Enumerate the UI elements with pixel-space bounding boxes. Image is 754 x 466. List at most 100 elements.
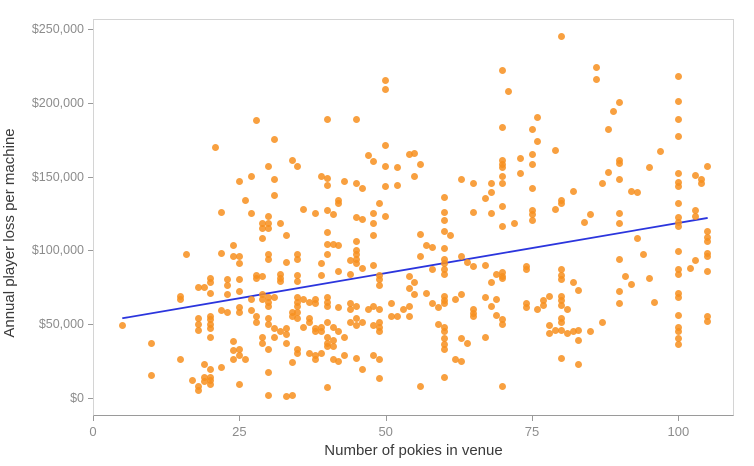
- scatter-point: [499, 66, 507, 74]
- scatter-point: [323, 333, 331, 341]
- scatter-point: [306, 319, 314, 327]
- scatter-point: [323, 181, 331, 189]
- scatter-point: [505, 87, 513, 95]
- scatter-point: [253, 319, 261, 327]
- scatter-point: [674, 115, 682, 123]
- scatter-point: [270, 136, 278, 144]
- scatter-point: [229, 347, 237, 355]
- scatter-point: [628, 280, 636, 288]
- scatter-point: [224, 282, 232, 290]
- scatter-point: [499, 274, 507, 282]
- scatter-point: [229, 338, 237, 346]
- scatter-point: [270, 176, 278, 184]
- scatter-point: [148, 372, 156, 380]
- scatter-point: [481, 261, 489, 269]
- scatter-point: [674, 270, 682, 278]
- scatter-point: [358, 319, 366, 327]
- scatter-point: [692, 212, 700, 220]
- scatter-point: [265, 255, 273, 263]
- scatter-point: [370, 351, 378, 359]
- scatter-point: [235, 304, 243, 312]
- scatter-point: [470, 180, 477, 188]
- scatter-point: [440, 373, 448, 381]
- scatter-point: [440, 270, 448, 278]
- scatter-point: [317, 323, 325, 331]
- scatter-point: [200, 373, 208, 381]
- scatter-point: [265, 220, 273, 228]
- scatter-point: [569, 279, 577, 287]
- scatter-point: [510, 220, 518, 228]
- y-tick-label: $200,000: [31, 95, 84, 110]
- scatter-point: [674, 133, 682, 141]
- scatter-point: [294, 345, 302, 353]
- scatter-point: [458, 176, 466, 184]
- scatter-point: [405, 313, 413, 321]
- scatter-point: [265, 294, 273, 302]
- scatter-point: [358, 366, 366, 374]
- scatter-point: [265, 369, 273, 377]
- scatter-point: [481, 294, 489, 302]
- scatter-point: [563, 329, 571, 337]
- scatter-point: [569, 328, 577, 336]
- scatter-point: [440, 208, 448, 216]
- scatter-point: [405, 150, 413, 158]
- scatter-point: [516, 155, 524, 163]
- scatter-point: [376, 356, 384, 364]
- scatter-point: [194, 382, 202, 390]
- scatter-point: [674, 328, 682, 336]
- scatter-point: [557, 301, 565, 309]
- scatter-point: [259, 333, 267, 341]
- scatter-point: [229, 242, 237, 250]
- scatter-point: [177, 356, 185, 364]
- scatter-point: [557, 292, 565, 300]
- scatter-point: [528, 211, 536, 219]
- scatter-point: [352, 115, 360, 123]
- scatter-point: [212, 143, 220, 151]
- scatter-point: [300, 295, 308, 303]
- scatter-point: [692, 171, 700, 179]
- scatter-point: [323, 174, 331, 182]
- scatter-point: [440, 266, 448, 274]
- scatter-point: [674, 218, 682, 226]
- scatter-point: [259, 235, 267, 243]
- scatter-point: [499, 124, 507, 132]
- scatter-point: [704, 267, 712, 275]
- scatter-point: [235, 260, 243, 268]
- scatter-point: [405, 273, 413, 281]
- scatter-point: [411, 173, 419, 181]
- scatter-point: [429, 300, 437, 308]
- scatter-point: [288, 359, 296, 367]
- scatter-point: [189, 376, 197, 384]
- scatter-point: [598, 180, 606, 188]
- scatter-point: [341, 177, 349, 185]
- scatter-point: [452, 295, 460, 303]
- scatter-point: [311, 295, 319, 303]
- scatter-point: [194, 320, 202, 328]
- scatter-point: [206, 333, 214, 341]
- scatter-point: [323, 241, 331, 248]
- scatter-point: [329, 323, 337, 331]
- scatter-point: [616, 255, 624, 263]
- scatter-point: [692, 257, 700, 265]
- scatter-point: [417, 161, 425, 169]
- scatter-point: [335, 304, 343, 312]
- scatter-point: [352, 251, 360, 259]
- y-tick-label: $250,000: [31, 22, 84, 37]
- scatter-point: [674, 266, 682, 274]
- scatter-point: [323, 342, 331, 350]
- scatter-point: [218, 249, 226, 257]
- scatter-point: [382, 162, 390, 170]
- x-tick-label: 50: [378, 424, 393, 439]
- scatter-point: [229, 252, 237, 260]
- scatter-point: [288, 156, 296, 164]
- scatter-point: [265, 314, 273, 322]
- scatter-point: [528, 125, 536, 133]
- scatter-point: [481, 333, 489, 341]
- scatter-point: [347, 305, 355, 313]
- scatter-point: [440, 300, 448, 308]
- scatter-point: [674, 72, 682, 80]
- scatter-point: [206, 381, 214, 389]
- scatter-point: [557, 297, 565, 305]
- scatter-point: [206, 274, 214, 282]
- x-axis-tick: [385, 416, 387, 421]
